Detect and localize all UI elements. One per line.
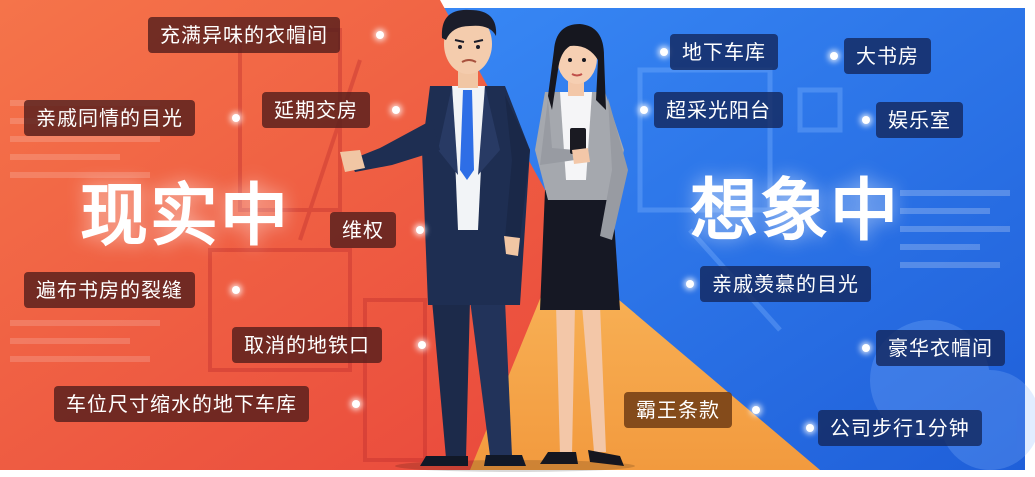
headline-imagination: 想象中 xyxy=(690,172,901,251)
reality-tag-shrunk-parking: 车位尺寸缩水的地下车库 xyxy=(54,386,309,422)
man-figure xyxy=(340,9,530,466)
reality-tag-cancelled-metro: 取消的地铁口 xyxy=(232,327,382,363)
reality-tag-study-cracks: 遍布书房的裂缝 xyxy=(24,272,195,308)
tag-dot xyxy=(232,286,240,294)
tag-dot xyxy=(376,31,384,39)
imagination-tag-garage: 地下车库 xyxy=(670,34,778,70)
tag-dot xyxy=(660,48,668,56)
headline-reality: 现实中 xyxy=(80,177,291,256)
tag-dot xyxy=(686,280,694,288)
imagination-tag-bright-balcony: 超采光阳台 xyxy=(654,92,783,128)
imagination-tag-envy-look: 亲戚羡慕的目光 xyxy=(700,266,871,302)
right-decor-lines xyxy=(900,190,1010,268)
reality-tag-pity-look: 亲戚同情的目光 xyxy=(24,100,195,136)
imagination-tag-big-study: 大书房 xyxy=(844,38,931,74)
imagination-tag-game-room: 娱乐室 xyxy=(876,102,963,138)
tag-dot xyxy=(352,400,360,408)
imagination-tag-luxury-closet: 豪华衣帽间 xyxy=(876,330,1005,366)
imagination-tag-unfair-terms: 霸王条款 xyxy=(624,392,732,428)
tag-dot xyxy=(830,52,838,60)
tag-dot xyxy=(640,106,648,114)
tag-dot xyxy=(232,114,240,122)
tag-dot xyxy=(862,344,870,352)
reality-tag-closet-odor: 充满异味的衣帽间 xyxy=(148,17,340,53)
tag-dot xyxy=(752,406,760,414)
tag-dot xyxy=(806,424,814,432)
tag-dot xyxy=(862,116,870,124)
reality-tag-delayed-delivery: 延期交房 xyxy=(262,92,370,128)
tag-dot xyxy=(392,106,400,114)
tag-dot xyxy=(416,226,424,234)
imagination-tag-walk-to-work: 公司步行1分钟 xyxy=(818,410,982,446)
tag-dot xyxy=(418,341,426,349)
reality-tag-rights: 维权 xyxy=(330,212,396,248)
woman-figure xyxy=(535,24,628,466)
